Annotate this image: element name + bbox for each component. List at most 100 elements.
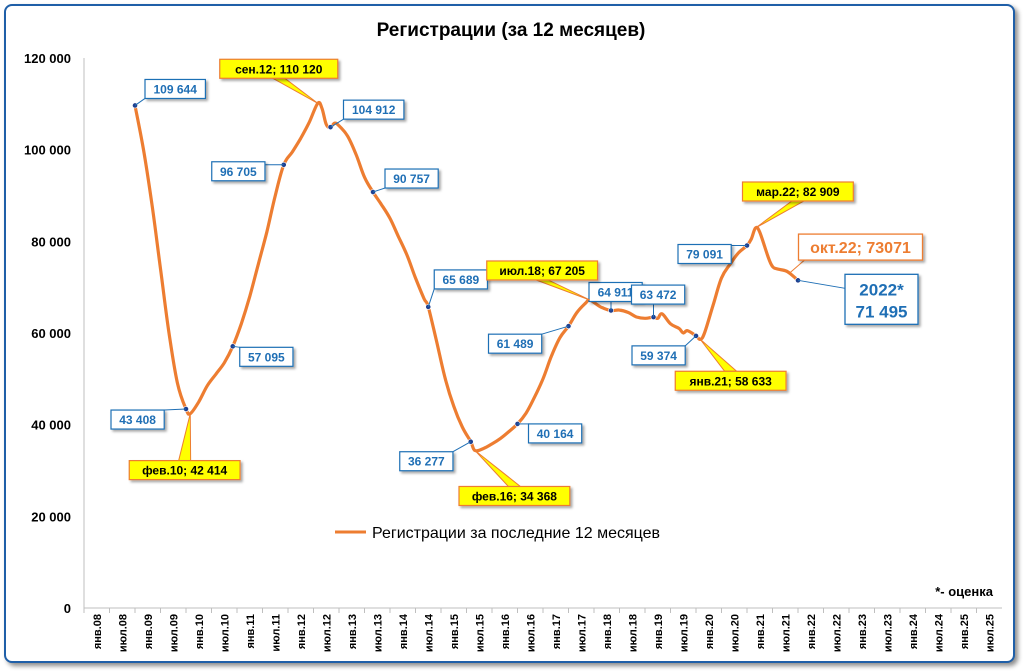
data-label-box	[630, 284, 686, 305]
data-label-box	[399, 451, 454, 472]
x-tick-label: июл.20	[729, 614, 741, 652]
data-label: 61 489	[497, 337, 534, 351]
data-label-box	[342, 99, 405, 120]
y-tick-label: 100 000	[24, 143, 71, 158]
data-label: 90 757	[393, 172, 430, 186]
x-tick-label: янв.15	[449, 614, 461, 649]
annotation-layer: 109 644 43 408 57 095 96 705 104 912 90 757 65…	[110, 58, 924, 507]
x-tick-label: июл.21	[780, 614, 792, 652]
extreme-label-box	[674, 370, 787, 391]
extreme-label: мар.22; 82 909	[756, 185, 840, 199]
x-tick-label: июл.10	[219, 614, 231, 652]
x-tick-label: июл.17	[576, 614, 588, 652]
x-tick-label: июл.08	[117, 614, 129, 652]
x-tick-label: янв.17	[551, 614, 563, 649]
current-label-box	[797, 233, 924, 261]
extreme-label-pointer	[178, 413, 192, 462]
x-tick-label: янв.10	[194, 614, 206, 649]
extreme-label-pointer	[699, 338, 738, 372]
data-label-box	[487, 333, 543, 354]
data-label-leader	[372, 187, 386, 193]
data-label-box	[677, 243, 732, 265]
x-tick-label: июл.18	[627, 614, 639, 652]
data-label: 40 164	[537, 427, 574, 441]
data-label: 57 095	[248, 350, 285, 364]
data-label: 64 911	[598, 285, 634, 299]
estimate-label-value: 71 495	[856, 302, 908, 321]
x-tick-label: июл.12	[321, 614, 333, 652]
chart-legend: Регистрации за последние 12 месяцев	[335, 525, 660, 542]
data-label-box	[110, 409, 165, 430]
data-label: 79 091	[686, 247, 723, 261]
x-tick-label: июл.16	[525, 614, 537, 652]
extreme-label: июл.18; 67 205	[499, 264, 585, 278]
data-label-box	[211, 161, 266, 182]
data-label-leader	[427, 288, 435, 308]
x-tick-label: июл.15	[474, 614, 486, 652]
y-tick-label: 80 000	[31, 234, 71, 249]
extreme-label: сен.12; 110 120	[235, 62, 323, 76]
x-tick-label: янв.13	[347, 614, 359, 649]
data-label: 59 374	[640, 349, 677, 363]
x-tick-label: янв.25	[959, 614, 971, 649]
data-label-box	[527, 423, 583, 444]
chart-frame	[4, 4, 1015, 663]
x-tick-label: июл.25	[984, 614, 996, 652]
y-tick-label: 0	[64, 601, 71, 616]
data-label: 36 277	[408, 455, 445, 469]
extreme-label: янв.21; 58 633	[689, 374, 772, 388]
y-tick-label: 40 000	[31, 418, 71, 433]
x-tick-label: июл.13	[372, 614, 384, 652]
extreme-label-box	[219, 58, 339, 79]
x-tick-label: июл.24	[933, 613, 945, 652]
data-label-box	[239, 346, 294, 367]
estimate-label-year: 2022*	[859, 280, 904, 299]
extreme-label-box	[128, 460, 241, 481]
extreme-label-box	[741, 181, 854, 202]
y-tick-label: 120 000	[24, 51, 71, 66]
data-label: 63 472	[640, 288, 677, 302]
x-tick-label: янв.09	[143, 614, 155, 649]
x-tick-label: янв.22	[806, 614, 818, 649]
estimate-label-box	[844, 273, 919, 325]
data-label-box	[631, 345, 686, 366]
data-label-box	[384, 168, 439, 189]
extreme-label-pointer	[755, 200, 806, 229]
data-label: 109 644	[154, 82, 198, 96]
extreme-label-pointer	[474, 450, 522, 487]
x-tick-label: янв.21	[755, 614, 767, 649]
extreme-label-box	[458, 485, 571, 507]
x-tick-label: июл.14	[423, 613, 435, 652]
x-tick-label: янв.11	[245, 614, 257, 649]
data-label-leader	[164, 408, 187, 411]
extreme-label: фев.16; 34 368	[472, 489, 557, 503]
extreme-label-pointer	[535, 279, 590, 301]
chart-title: Регистрации (за 12 месяцев)	[377, 20, 646, 41]
chart-axes: 0 20 000 40 000 60 000 80 000 100 000 120 000 я…	[24, 51, 1002, 652]
y-tick-label: 60 000	[31, 326, 71, 341]
extreme-label-pointer	[270, 77, 319, 104]
x-tick-label: янв.23	[857, 614, 869, 649]
extreme-label-box	[486, 260, 599, 281]
x-tick-label: янв.16	[500, 614, 512, 649]
data-label: 96 705	[220, 165, 257, 179]
x-tick-label: янв.18	[602, 614, 614, 649]
data-label-leader	[684, 335, 697, 347]
y-tick-label: 20 000	[31, 509, 71, 524]
legend-label: Регистрации за последние 12 месяцев	[372, 525, 660, 542]
extreme-label: фев.10; 42 414	[142, 464, 227, 478]
data-label-leader	[134, 98, 146, 106]
estimate-label-leader	[797, 279, 846, 289]
data-label-box	[144, 78, 207, 100]
data-label: 104 912	[352, 103, 396, 117]
x-tick-label: янв.20	[704, 614, 716, 649]
x-tick-label: июл.23	[882, 614, 894, 652]
x-tick-label: янв.19	[653, 614, 665, 649]
x-tick-label: янв.08	[92, 614, 104, 649]
data-label: 43 408	[119, 413, 156, 427]
x-tick-label: июл.11	[270, 614, 282, 652]
x-tick-label: июл.19	[678, 614, 690, 652]
x-tick-label: янв.24	[908, 613, 920, 649]
x-tick-label: июл.22	[831, 614, 843, 652]
